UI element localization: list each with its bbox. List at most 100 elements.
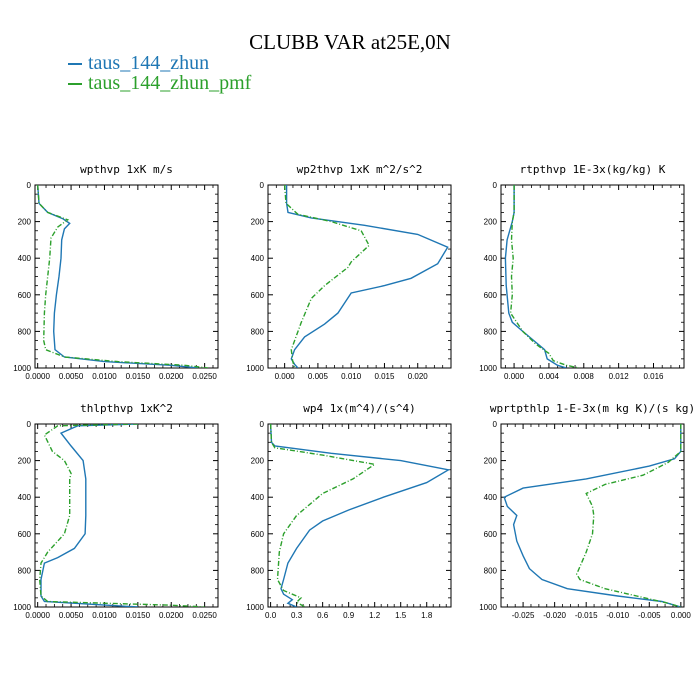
y-tick-label: 600	[18, 291, 32, 300]
y-tick-label: 600	[484, 530, 498, 539]
subplot-title: wprtpthlp 1-E-3x(m kg K)/(s kg)	[490, 402, 695, 415]
x-tick-label: 0.0200	[159, 372, 184, 381]
x-tick-label: 1.2	[369, 611, 381, 620]
y-tick-label: 200	[18, 218, 32, 227]
plot-frame	[34, 184, 219, 369]
x-tick-label: 0.6	[317, 611, 329, 620]
x-tick-label: -0.015	[575, 611, 598, 620]
y-tick-label: 600	[251, 291, 265, 300]
x-tick-label: 0.0	[265, 611, 277, 620]
x-tick-label: 0.000	[671, 611, 692, 620]
y-tick-label: 200	[251, 457, 265, 466]
y-tick-label: 400	[18, 254, 32, 263]
y-tick-label: 800	[18, 327, 32, 336]
x-tick-label: 0.3	[291, 611, 303, 620]
legend-entry-2: taus_144_zhun_pmf	[68, 72, 251, 95]
series-line-1	[503, 424, 682, 607]
x-tick-label: 0.0050	[59, 372, 84, 381]
x-tick-label: 1.8	[421, 611, 433, 620]
x-tick-label: 0.008	[574, 372, 595, 381]
legend-swatch-2	[68, 83, 82, 86]
y-tick-label: 400	[251, 493, 265, 502]
x-tick-label: 0.0050	[59, 611, 84, 620]
x-tick-label: 0.020	[408, 372, 429, 381]
legend-label-2: taus_144_zhun_pmf	[88, 72, 252, 94]
series-line-2	[509, 185, 580, 368]
y-tick-label: 1000	[246, 603, 264, 612]
subplot-6: wprtpthlp 1-E-3x(m kg K)/(s kg) 0 200 400 60…	[479, 402, 695, 620]
plot-frame	[500, 423, 685, 608]
subplot-title: rtpthvp 1E-3x(kg/kg) K	[520, 163, 666, 176]
x-tick-label: -0.025	[512, 611, 535, 620]
y-tick-label: 600	[484, 291, 498, 300]
y-tick-label: 800	[484, 566, 498, 575]
y-tick-label: 0	[27, 420, 32, 429]
plot-frame	[34, 423, 219, 608]
x-tick-label: 0.0150	[126, 611, 151, 620]
y-tick-label: 1000	[246, 364, 264, 373]
y-tick-label: 800	[251, 566, 265, 575]
y-tick-label: 200	[484, 218, 498, 227]
plot-frame	[267, 423, 452, 608]
x-tick-label: 0.0250	[192, 372, 217, 381]
x-tick-label: -0.020	[543, 611, 566, 620]
x-tick-label: 0.015	[374, 372, 395, 381]
y-tick-label: 400	[18, 493, 32, 502]
y-tick-label: 0	[27, 181, 32, 190]
subplot-3: rtpthvp 1E-3x(kg/kg) K 0 200 400 600 800 1000 0…	[479, 163, 685, 381]
y-tick-label: 800	[251, 327, 265, 336]
x-tick-label: 0.000	[275, 372, 296, 381]
x-tick-label: 0.012	[609, 372, 630, 381]
subplot-title: wp4 1x(m^4)/(s^4)	[303, 402, 416, 415]
x-tick-label: 1.5	[395, 611, 407, 620]
series-line-2	[38, 424, 205, 607]
y-tick-label: 800	[484, 327, 498, 336]
y-tick-label: 200	[251, 218, 265, 227]
x-tick-label: 0.016	[643, 372, 664, 381]
x-tick-label: 0.0000	[25, 372, 50, 381]
legend-swatch-1	[68, 63, 82, 66]
legend-label-1: taus_144_zhun	[88, 52, 210, 74]
y-tick-label: 1000	[13, 603, 31, 612]
y-tick-label: 0	[493, 181, 498, 190]
x-tick-label: 0.9	[343, 611, 355, 620]
y-tick-label: 0	[260, 181, 265, 190]
subplot-title: thlpthvp 1xK^2	[80, 402, 173, 415]
series-line-2	[575, 424, 682, 607]
y-tick-label: 400	[251, 254, 265, 263]
plot-frame	[500, 184, 685, 369]
x-tick-label: 0.005	[308, 372, 329, 381]
x-tick-label: 0.0250	[192, 611, 217, 620]
y-tick-label: 400	[484, 254, 498, 263]
series-line-1	[285, 185, 449, 368]
y-tick-label: 600	[18, 530, 32, 539]
y-tick-label: 1000	[13, 364, 31, 373]
subplot-title: wp2thvp 1xK m^2/s^2	[297, 163, 423, 176]
x-tick-label: 0.0100	[92, 372, 117, 381]
x-tick-label: 0.010	[341, 372, 362, 381]
series-line-2	[269, 424, 377, 607]
x-tick-label: 0.0150	[126, 372, 151, 381]
y-tick-label: 0	[493, 420, 498, 429]
y-tick-label: 1000	[479, 364, 497, 373]
legend-entry-1: taus_144_zhun	[68, 52, 209, 75]
series-line-1	[40, 424, 138, 607]
subplot-title: wpthvp 1xK m/s	[80, 163, 173, 176]
y-tick-label: 600	[251, 530, 265, 539]
subplot-2: wp2thvp 1xK m^2/s^2 0 200 400 600 800 1000 0.00…	[246, 163, 452, 381]
figure-title: CLUBB VAR at25E,0N	[249, 30, 451, 54]
x-tick-label: -0.005	[638, 611, 661, 620]
y-tick-label: 1000	[479, 603, 497, 612]
series-line-2	[283, 185, 370, 368]
series-line-1	[37, 185, 199, 368]
x-tick-label: 0.0100	[92, 611, 117, 620]
series-line-1	[269, 424, 451, 607]
series-line-1	[504, 185, 567, 368]
x-tick-label: 0.004	[539, 372, 560, 381]
y-tick-label: 800	[18, 566, 32, 575]
